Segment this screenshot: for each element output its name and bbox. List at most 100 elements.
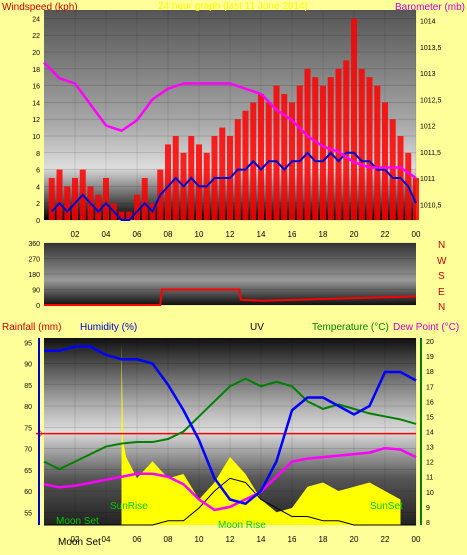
wind-x-tick: 12 xyxy=(226,230,235,239)
compass-n-bottom: N xyxy=(438,302,445,313)
gust-bar xyxy=(343,60,350,221)
weather-x-tick: 18 xyxy=(319,535,328,544)
barometer-title: Barometer (mb) xyxy=(395,2,465,13)
humidity-y-tick: 80 xyxy=(24,404,32,411)
temperature-y-tick: 19 xyxy=(426,354,434,361)
temperature-y-tick: 14 xyxy=(426,430,434,437)
gust-bar xyxy=(95,194,102,220)
sunrise-label: SunRise xyxy=(110,501,148,512)
gust-bar xyxy=(296,85,303,220)
gust-bar xyxy=(118,211,125,220)
compass-e: E xyxy=(438,287,445,298)
compass-n-top: N xyxy=(438,240,445,251)
barometer-y-tick: 1013 xyxy=(420,71,436,78)
chart-title: 24 hour graph (last 11 June 2014) xyxy=(158,1,308,12)
temperature-line xyxy=(43,377,417,471)
wind-x-tick: 04 xyxy=(102,230,111,239)
gust-bar xyxy=(351,18,357,221)
wind-y-tick: 18 xyxy=(32,67,40,74)
wind-x-tick: 16 xyxy=(288,230,297,239)
winddir-y-tick: 360 xyxy=(28,241,40,248)
wind-x-tick: 00 xyxy=(412,230,421,239)
humidity-y-tick: 90 xyxy=(24,362,32,369)
gust-bar xyxy=(304,68,311,220)
wind-x-tick: 10 xyxy=(195,230,204,239)
rainfall-title: Rainfall (mm) xyxy=(2,322,61,333)
humidity-y-tick: 75 xyxy=(24,425,32,432)
temperature-y-tick: 12 xyxy=(426,460,434,467)
gust-bar xyxy=(358,68,365,220)
weather-x-tick: 12 xyxy=(226,535,235,544)
wind-y-tick: 8 xyxy=(36,151,40,158)
gust-bar xyxy=(389,119,396,220)
humidity-y-tick: 95 xyxy=(24,340,32,347)
compass-s: S xyxy=(438,271,445,282)
wind-x-tick: 22 xyxy=(381,230,390,239)
wind-y-tick: 14 xyxy=(32,100,40,107)
rain-zero-label: 0 xyxy=(38,430,43,439)
weather-x-tick: 04 xyxy=(102,535,111,544)
temperature-y-tick: 9 xyxy=(426,505,430,512)
wind-y-tick: 2 xyxy=(36,201,40,208)
gust-bar xyxy=(413,178,419,220)
temperature-y-tick: 15 xyxy=(426,414,434,421)
weather-x-tick: 02 xyxy=(71,535,80,544)
gust-bar xyxy=(320,85,326,220)
avg-wind-line xyxy=(51,151,417,221)
wind-x-tick: 06 xyxy=(133,230,142,239)
gust-bar xyxy=(242,110,249,220)
humidity-title: Humidity (%) xyxy=(80,322,137,333)
weather-x-tick: 16 xyxy=(288,535,297,544)
weather-x-tick: 08 xyxy=(164,535,173,544)
weather-x-tick: 14 xyxy=(257,535,266,544)
winddir-panel-background xyxy=(44,243,416,305)
temperature-y-tick: 10 xyxy=(426,490,434,497)
temperature-y-tick: 17 xyxy=(426,384,434,391)
gust-bar xyxy=(312,77,319,220)
weather-x-tick: 06 xyxy=(133,535,142,544)
weather-x-tick: 00 xyxy=(412,535,421,544)
humidity-y-tick: 85 xyxy=(24,383,32,390)
humidity-y-tick: 65 xyxy=(24,468,32,475)
moonset-label-bottom: Moon Set xyxy=(58,537,101,548)
gust-bar xyxy=(374,85,381,220)
barometer-y-tick: 1012 xyxy=(420,124,436,131)
wind-direction-line xyxy=(44,288,417,306)
dewpoint-line xyxy=(43,446,417,512)
gust-bar xyxy=(134,194,140,220)
barometer-y-tick: 1011 xyxy=(420,176,435,183)
barometer-y-tick: 1010,5 xyxy=(420,202,442,209)
wind-y-tick: 10 xyxy=(32,134,40,141)
winddir-y-tick: 270 xyxy=(28,257,40,264)
weather-x-tick: 10 xyxy=(195,535,204,544)
weather-x-tick: 22 xyxy=(381,535,390,544)
wind-y-tick: 22 xyxy=(32,33,40,40)
gust-bar xyxy=(165,144,171,220)
barometer-line xyxy=(43,61,417,180)
winddir-y-tick: 180 xyxy=(28,272,40,279)
barometer-y-tick: 1012,5 xyxy=(420,97,442,104)
wind-x-tick: 18 xyxy=(319,230,328,239)
wind-y-tick: 6 xyxy=(36,168,40,175)
winddir-y-tick: 0 xyxy=(36,303,40,310)
compass-w: W xyxy=(437,256,447,267)
humidity-y-tick: 55 xyxy=(24,510,32,517)
wind-x-tick: 14 xyxy=(257,230,266,239)
wind-y-tick: 12 xyxy=(32,117,40,124)
wind-y-tick: 24 xyxy=(32,16,40,23)
temperature-y-tick: 13 xyxy=(426,445,434,452)
gust-bar xyxy=(196,144,202,220)
solar-line xyxy=(44,477,416,526)
wind-y-tick: 0 xyxy=(36,218,40,225)
temperature-title: Temperature (°C) xyxy=(312,322,389,333)
barometer-y-tick: 1011,5 xyxy=(420,150,441,157)
wind-x-tick: 20 xyxy=(350,230,359,239)
winddir-y-tick: 90 xyxy=(32,288,40,295)
uv-title: UV xyxy=(250,322,264,333)
gust-bar xyxy=(48,178,55,220)
humidity-y-tick: 70 xyxy=(24,447,32,454)
wind-y-tick: 4 xyxy=(36,184,40,191)
humidity-line xyxy=(44,345,417,506)
gust-bar xyxy=(56,169,63,220)
